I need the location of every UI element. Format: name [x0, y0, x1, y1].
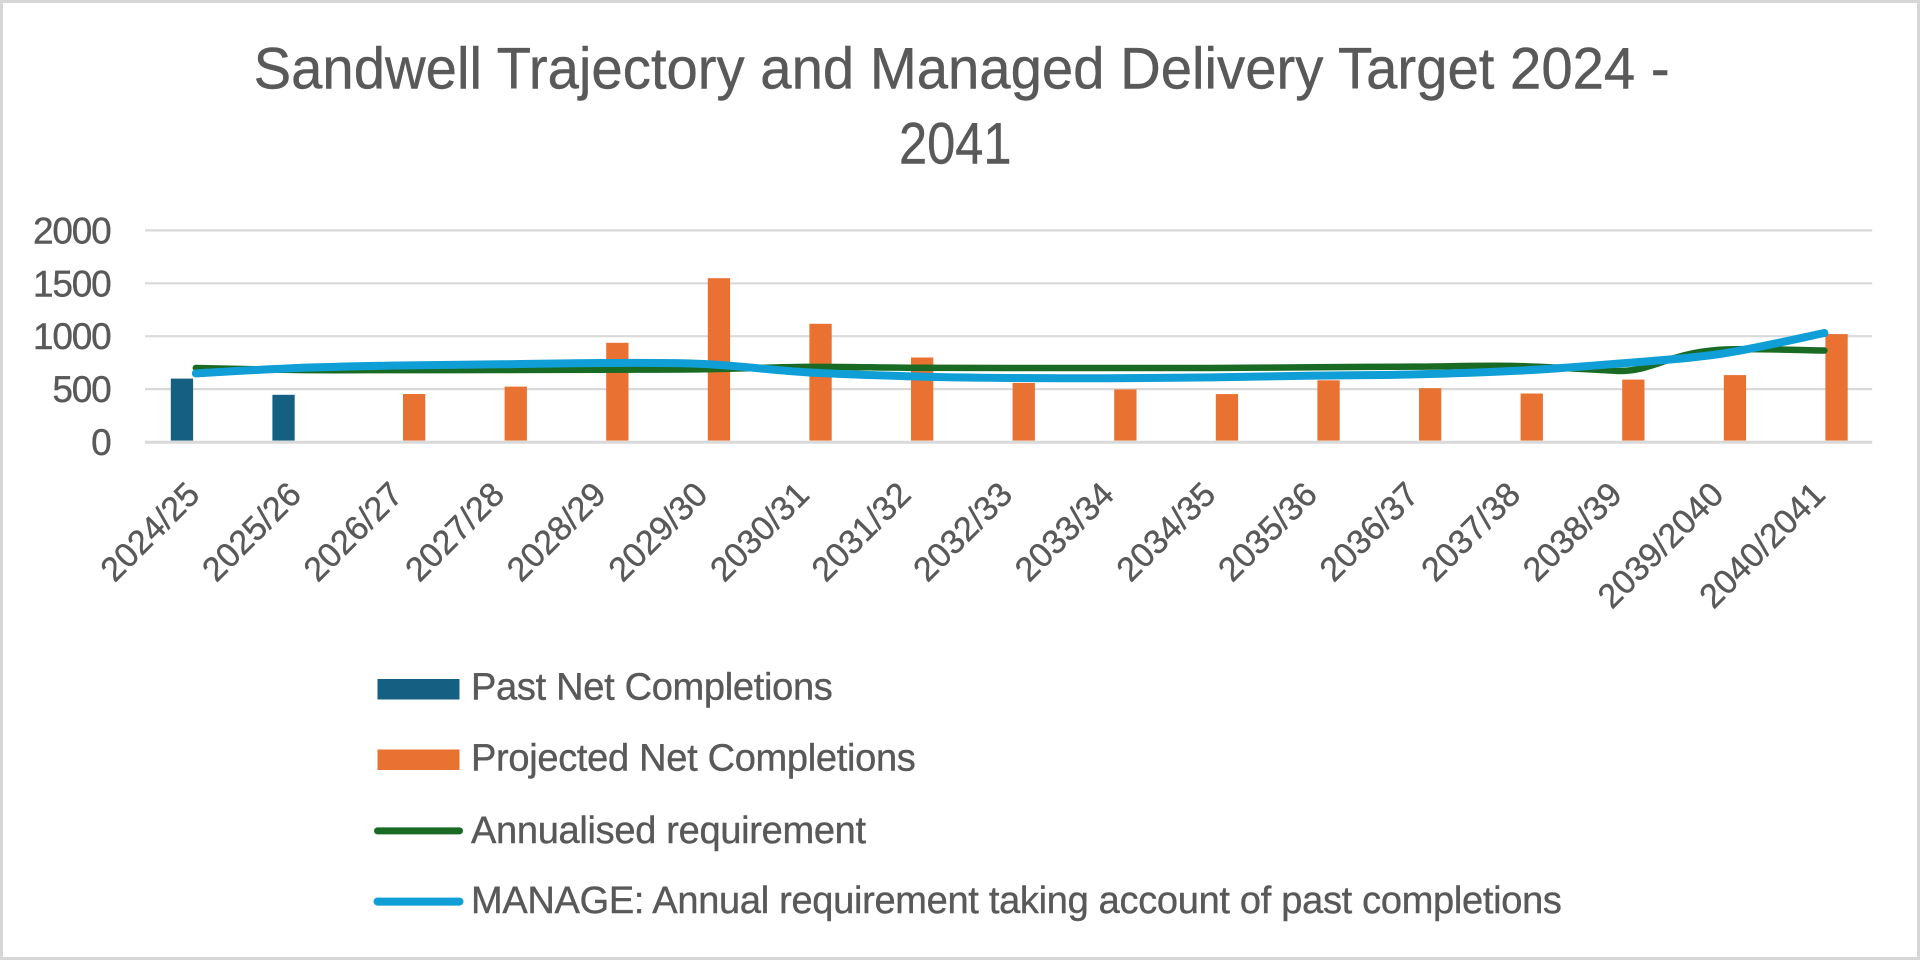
svg-text:Past Net Completions: Past Net Completions [471, 667, 833, 709]
svg-text:500: 500 [52, 369, 111, 410]
svg-text:Sandwell Trajectory and Manage: Sandwell Trajectory and Managed Delivery… [254, 37, 1670, 102]
svg-text:1500: 1500 [33, 263, 111, 304]
svg-text:2000: 2000 [33, 210, 111, 251]
svg-text:0: 0 [91, 422, 111, 463]
svg-text:1000: 1000 [33, 316, 111, 357]
svg-text:Annualised requirement: Annualised requirement [471, 810, 866, 852]
svg-text:MANAGE: Annual requirement tak: MANAGE: Annual requirement taking accoun… [471, 880, 1562, 922]
svg-text:Projected Net Completions: Projected Net Completions [471, 737, 916, 779]
svg-text:2041: 2041 [899, 112, 1012, 177]
